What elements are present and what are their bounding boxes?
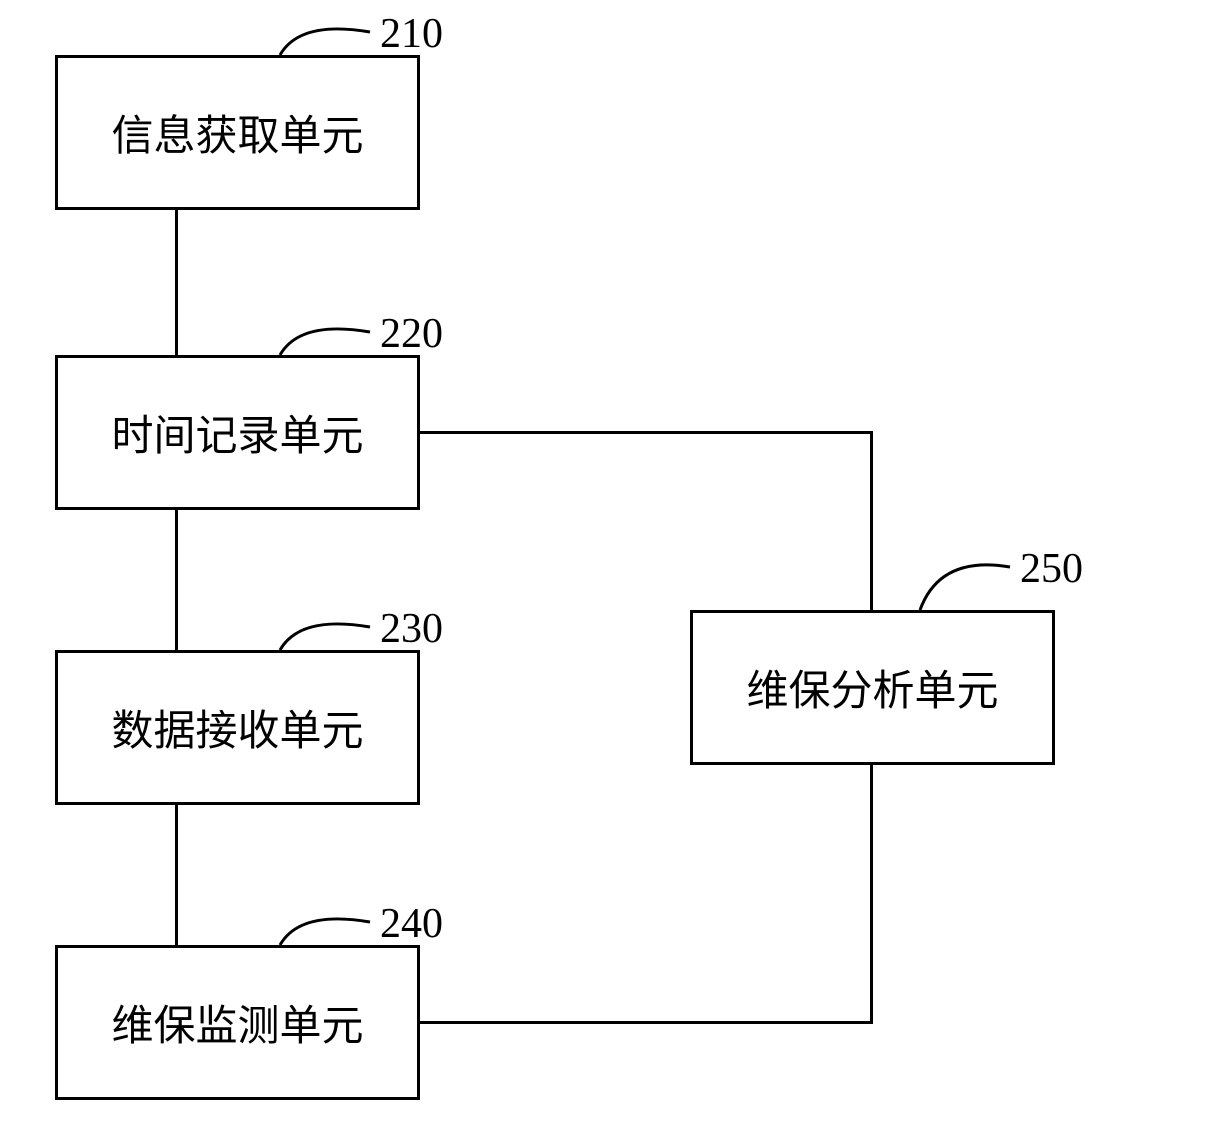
node-230: 数据接收单元 [55,650,420,805]
ref-label-210: 210 [380,10,443,58]
node-250: 维保分析单元 [690,610,1055,765]
node-label: 时间记录单元 [111,402,363,463]
node-220: 时间记录单元 [55,355,420,510]
edge-210-220 [175,210,178,355]
edge-240-250-v [870,765,873,1024]
node-label: 维保分析单元 [746,657,998,718]
node-label: 维保监测单元 [111,992,363,1053]
ref-label-220: 220 [380,310,443,358]
node-210: 信息获取单元 [55,55,420,210]
edge-220-250-v [870,431,873,610]
ref-label-240: 240 [380,900,443,948]
block-diagram: 信息获取单元 时间记录单元 数据接收单元 维保监测单元 维保分析单元 210 2… [0,0,1206,1144]
node-240: 维保监测单元 [55,945,420,1100]
node-label: 数据接收单元 [111,697,363,758]
edge-220-230 [175,510,178,650]
ref-label-230: 230 [380,605,443,653]
ref-label-250: 250 [1020,545,1083,593]
edge-220-250-h [420,431,873,434]
edge-240-250-h [420,1021,873,1024]
edge-230-240 [175,805,178,945]
node-label: 信息获取单元 [111,102,363,163]
